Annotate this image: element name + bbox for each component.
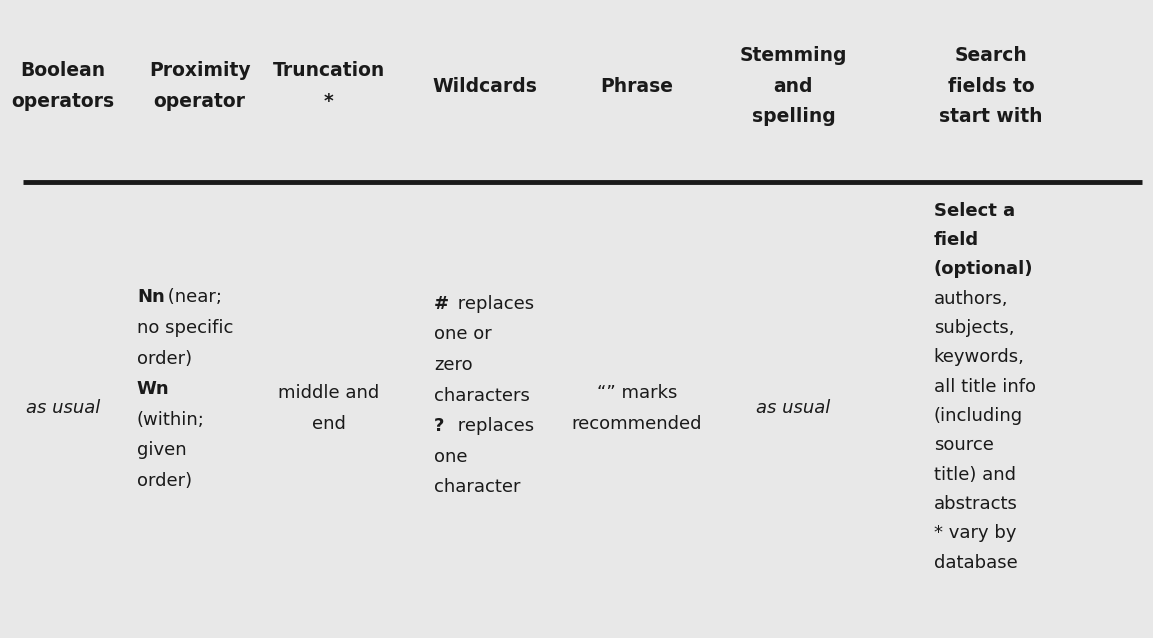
Text: Select a: Select a xyxy=(934,202,1015,219)
Text: start with: start with xyxy=(940,107,1042,126)
Text: Phrase: Phrase xyxy=(601,77,673,96)
Text: Wn: Wn xyxy=(137,380,169,398)
Text: characters: characters xyxy=(434,387,529,404)
Text: subjects,: subjects, xyxy=(934,319,1015,337)
Text: spelling: spelling xyxy=(752,107,835,126)
Text: “” marks: “” marks xyxy=(597,384,677,402)
Text: replaces: replaces xyxy=(452,417,534,435)
Text: Proximity: Proximity xyxy=(149,61,250,80)
Text: field: field xyxy=(934,231,979,249)
Text: character: character xyxy=(434,478,520,496)
Text: authors,: authors, xyxy=(934,290,1009,308)
Text: Truncation: Truncation xyxy=(272,61,385,80)
Text: (near;: (near; xyxy=(163,288,223,306)
Text: Search: Search xyxy=(955,46,1027,65)
Text: Stemming: Stemming xyxy=(739,46,847,65)
Text: replaces: replaces xyxy=(452,295,534,313)
Text: fields to: fields to xyxy=(948,77,1034,96)
Text: one or: one or xyxy=(434,325,491,343)
Text: ?: ? xyxy=(434,417,444,435)
Text: * vary by: * vary by xyxy=(934,524,1016,542)
Text: recommended: recommended xyxy=(572,415,702,433)
Text: order): order) xyxy=(137,472,193,490)
Text: middle and: middle and xyxy=(278,384,379,402)
Text: Wildcards: Wildcards xyxy=(432,77,537,96)
Text: as usual: as usual xyxy=(25,399,100,417)
Text: (within;: (within; xyxy=(137,411,205,429)
Text: (including: (including xyxy=(934,407,1023,425)
Text: no specific: no specific xyxy=(137,319,233,337)
Text: *: * xyxy=(324,92,333,111)
Text: database: database xyxy=(934,554,1018,572)
Text: Nn: Nn xyxy=(137,288,165,306)
Text: zero: zero xyxy=(434,356,473,374)
Text: (optional): (optional) xyxy=(934,260,1033,278)
Text: given: given xyxy=(137,441,187,459)
Text: one: one xyxy=(434,448,467,466)
Text: #: # xyxy=(434,295,449,313)
Text: abstracts: abstracts xyxy=(934,495,1018,513)
Text: keywords,: keywords, xyxy=(934,348,1025,366)
Text: as usual: as usual xyxy=(756,399,830,417)
Text: end: end xyxy=(311,415,346,433)
Text: Boolean: Boolean xyxy=(20,61,105,80)
Text: operators: operators xyxy=(12,92,114,111)
Text: source: source xyxy=(934,436,994,454)
Text: all title info: all title info xyxy=(934,378,1035,396)
Text: operator: operator xyxy=(153,92,246,111)
Text: title) and: title) and xyxy=(934,466,1016,484)
Text: order): order) xyxy=(137,350,193,367)
Text: and: and xyxy=(774,77,813,96)
